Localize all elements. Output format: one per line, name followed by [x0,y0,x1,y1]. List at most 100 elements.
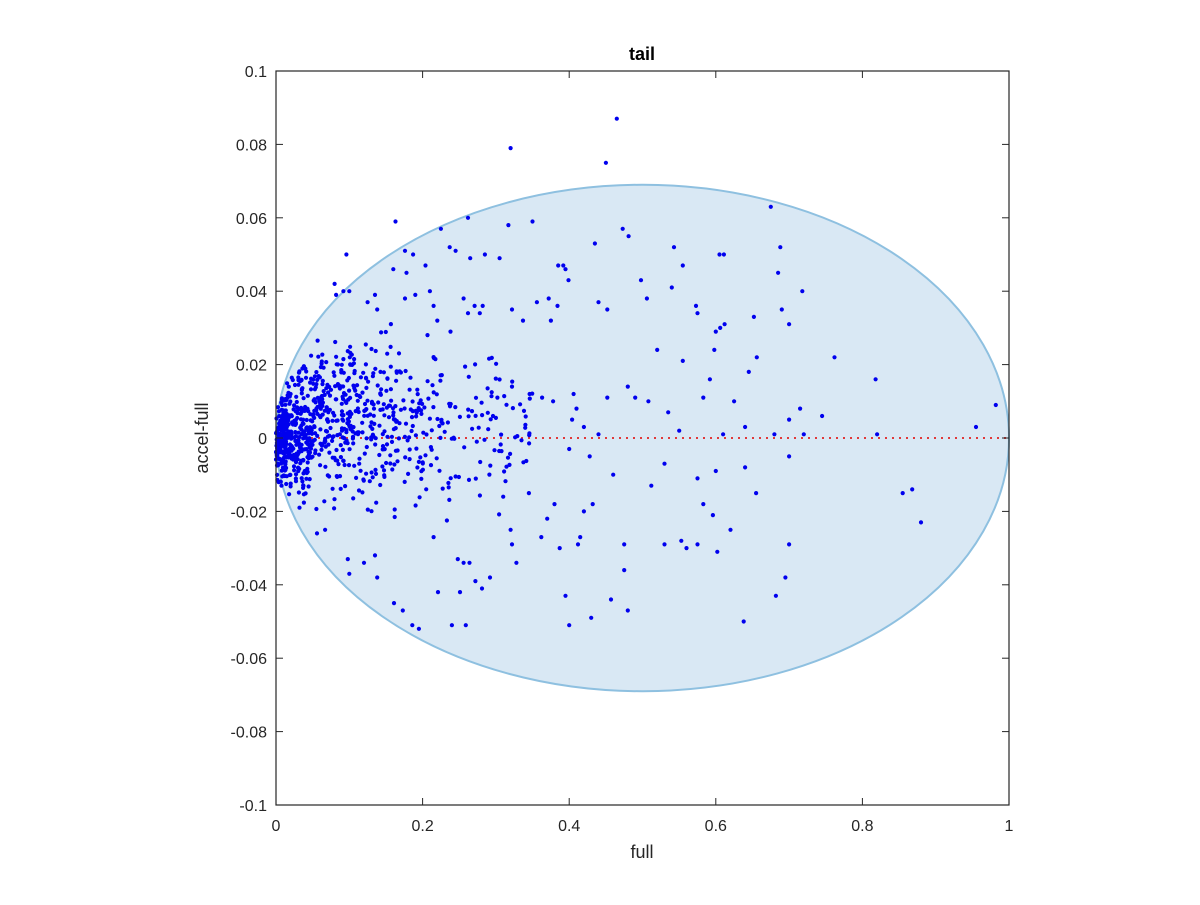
data-point [479,586,485,591]
data-point [590,502,595,507]
data-point [344,400,349,405]
data-point [350,429,355,434]
data-point [345,557,350,562]
data-point [387,403,393,408]
data-point [503,479,508,484]
data-point [311,412,316,417]
data-point [418,398,423,403]
data-point [778,245,783,250]
data-point [333,339,338,345]
data-point [527,441,532,446]
data-point [751,314,757,319]
data-point [581,509,587,514]
data-point [276,480,281,485]
data-point [334,418,339,423]
data-point [363,408,368,413]
data-point [662,461,667,466]
data-point [466,374,471,379]
data-point [330,455,335,460]
data-point [340,435,345,440]
data-point [410,623,415,628]
data-point [546,296,551,301]
data-point [415,387,420,392]
data-point [414,446,419,451]
data-point [655,347,660,352]
data-point [587,454,592,459]
data-point [514,560,519,565]
data-point [368,412,373,417]
data-point [358,375,363,380]
data-point [354,475,359,480]
y-tick-label: -0.08 [231,725,268,742]
data-point [707,377,713,382]
data-point [392,462,397,467]
data-point [280,450,285,455]
data-point [478,459,483,465]
data-point [352,463,357,468]
data-point [407,457,412,462]
data-point [520,318,526,323]
data-point [320,397,325,402]
data-point [509,384,515,389]
data-point [380,444,386,449]
data-point [578,535,583,540]
data-point [328,425,333,431]
data-point [362,413,367,418]
data-point [410,409,415,414]
data-point [409,428,414,434]
data-point [295,465,301,470]
data-point [662,542,667,547]
data-point [722,322,727,327]
data-point [362,451,367,456]
data-point [518,402,523,407]
data-point [398,407,403,412]
data-point [301,457,306,463]
data-point [773,593,779,598]
data-point [695,311,700,316]
y-tick-label: -0.04 [231,578,268,595]
data-point [415,465,420,470]
data-point [461,296,466,301]
data-point [456,474,461,480]
data-point [352,368,357,374]
data-point [389,439,395,444]
data-point [430,383,435,388]
data-point [330,438,335,443]
data-point [321,389,326,394]
data-point [388,461,393,466]
data-point [334,397,339,402]
data-point [339,412,344,417]
x-tick-label: 1 [1005,818,1014,835]
data-point [309,353,314,358]
data-point [561,263,566,268]
data-point [281,410,286,415]
data-point [695,476,700,481]
data-point [322,499,327,504]
data-point [467,560,472,565]
data-point [469,409,475,414]
data-point [671,245,677,250]
data-point [315,404,320,410]
data-point [314,506,319,512]
data-point [354,392,359,398]
data-point [424,432,429,437]
data-point [360,490,365,495]
data-point [447,497,452,502]
data-point [421,430,426,435]
data-point [288,453,293,458]
data-point [366,379,371,384]
data-point [296,430,301,435]
data-point [286,390,291,395]
data-point [402,406,407,411]
data-point [347,447,352,452]
data-point [438,435,443,440]
data-point [499,449,504,454]
data-point [498,442,503,447]
data-point [480,413,485,418]
data-point [279,483,284,488]
data-point [442,429,447,434]
data-point [431,535,436,540]
data-point [508,451,513,456]
data-point [378,369,383,374]
data-point [347,388,352,393]
